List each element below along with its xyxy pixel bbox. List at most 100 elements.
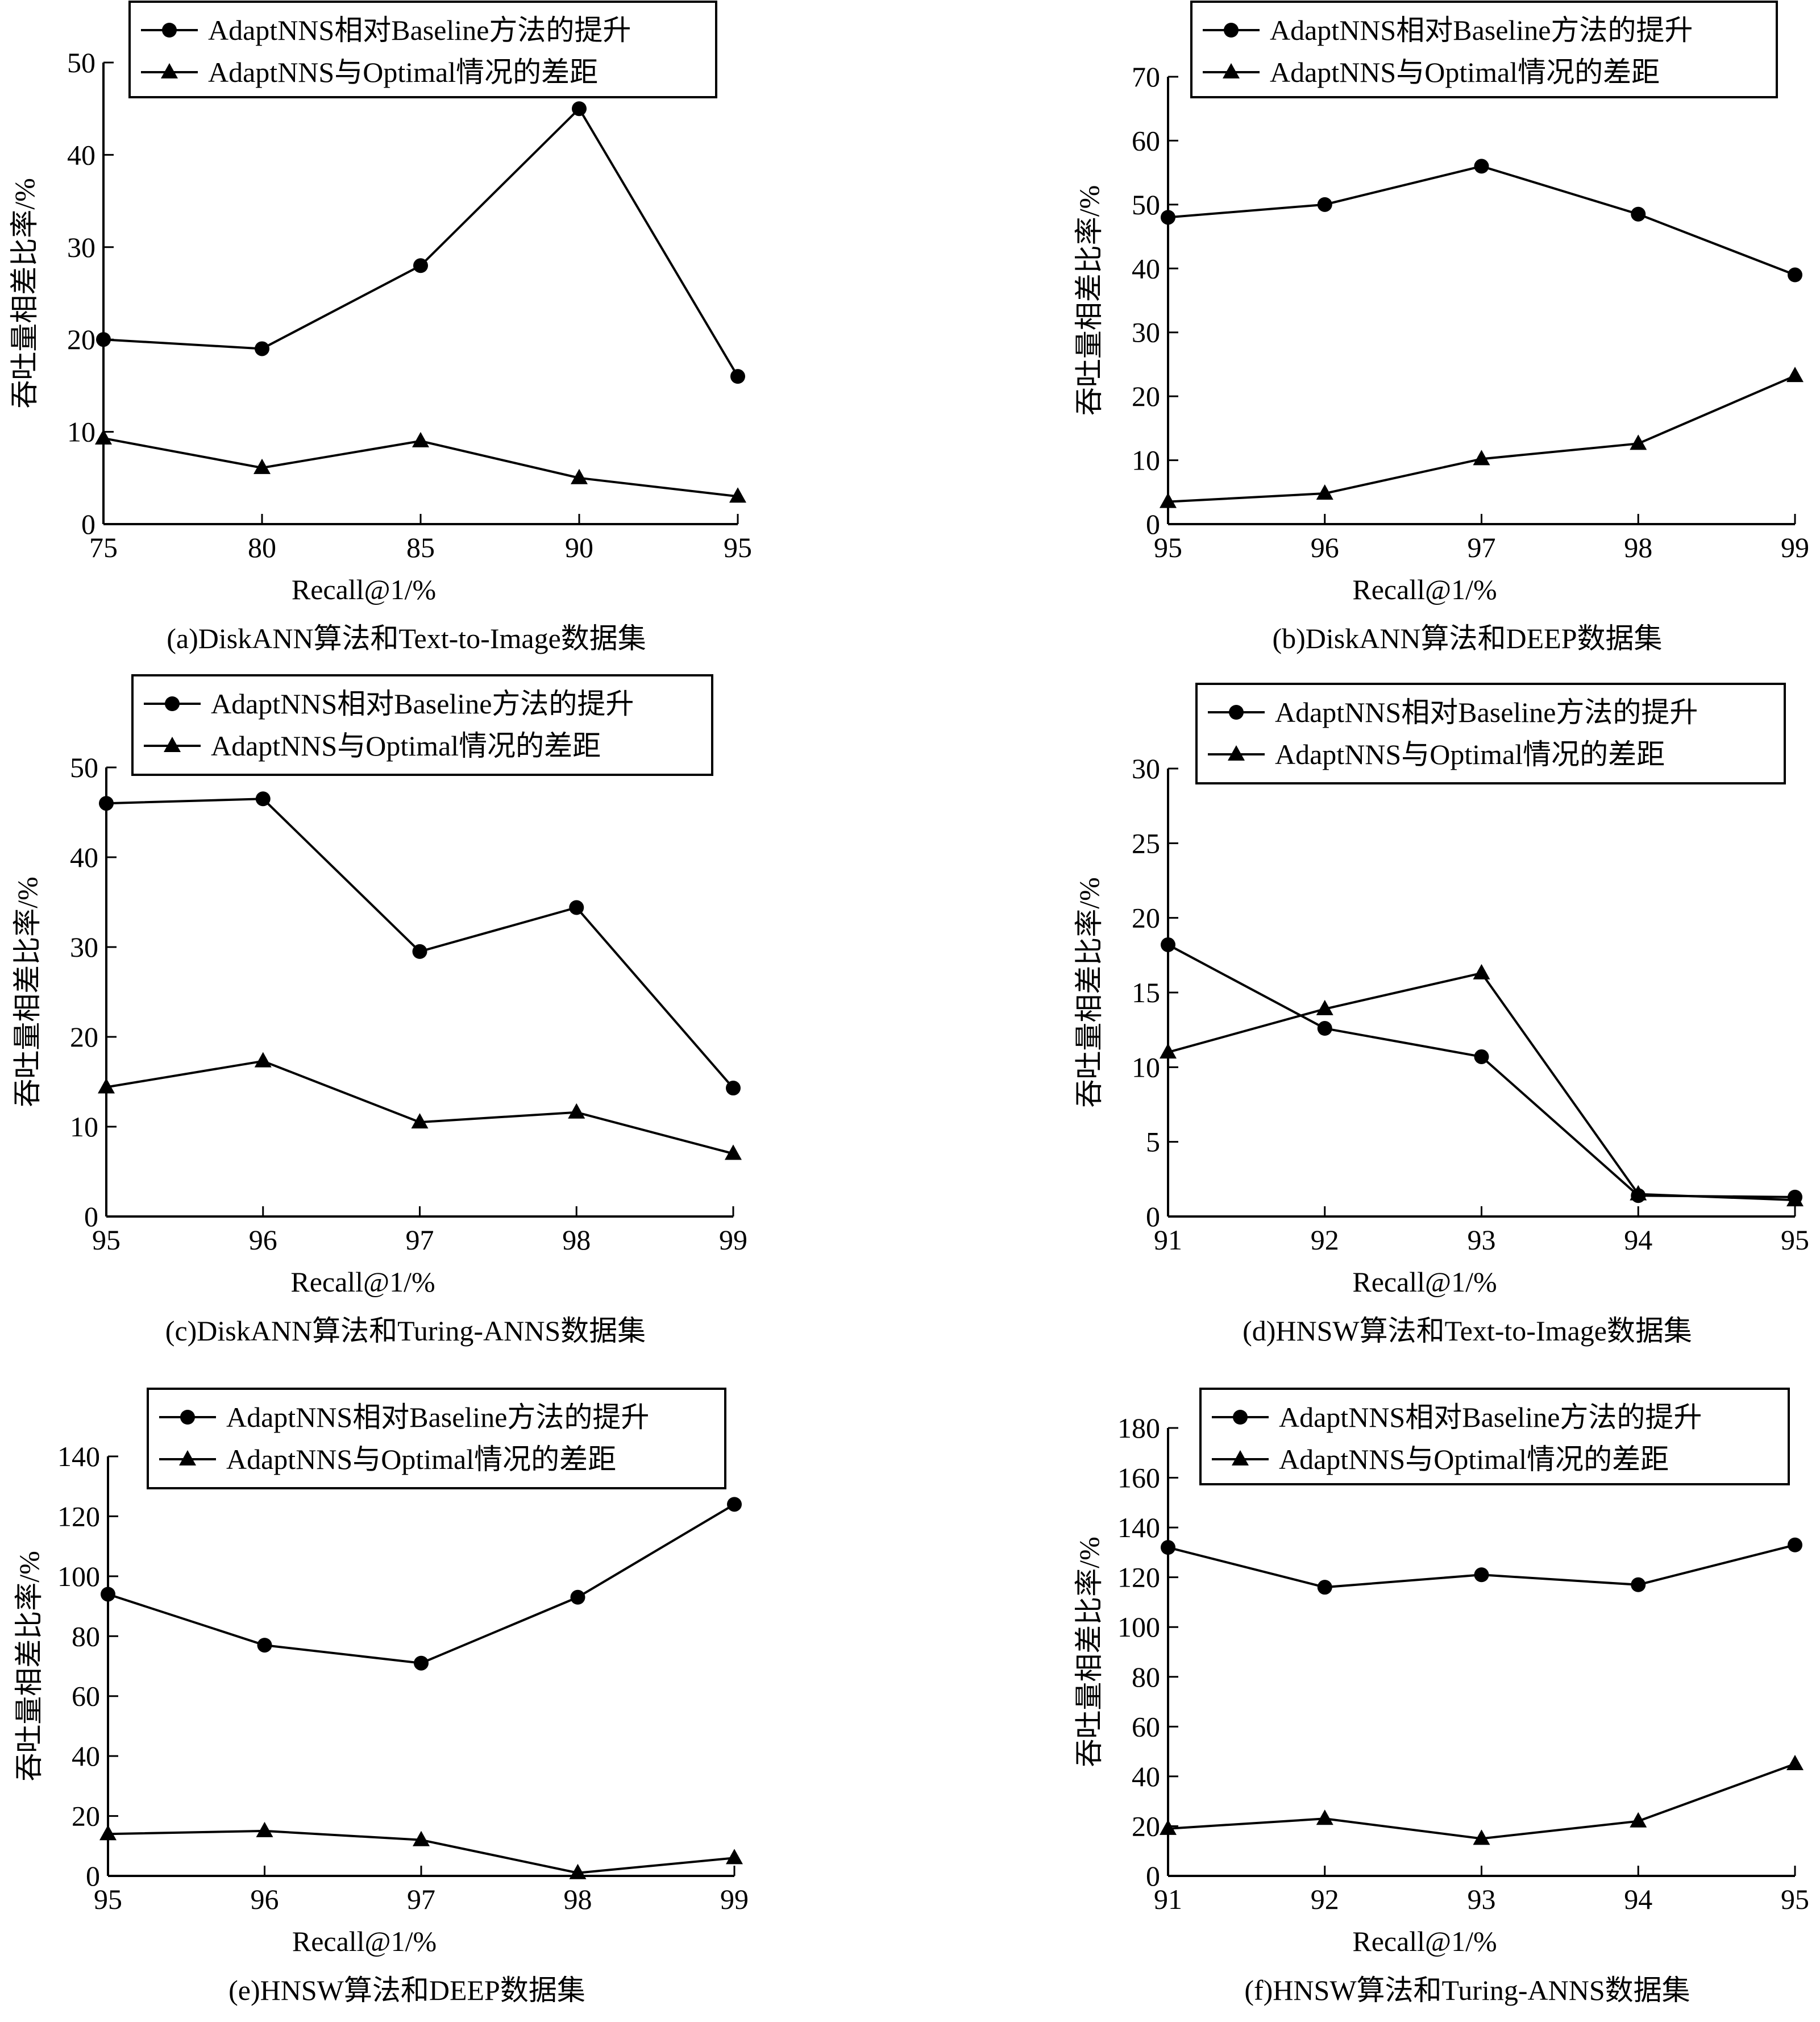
legend-label: AdaptNNS相对Baseline方法的提升 bbox=[1279, 1401, 1702, 1433]
data-point-circle bbox=[727, 1497, 742, 1512]
data-point-circle bbox=[412, 944, 427, 959]
x-tick-label: 91 bbox=[1154, 1224, 1182, 1256]
x-tick-label: 75 bbox=[89, 532, 118, 563]
y-tick-label: 70 bbox=[1132, 61, 1160, 93]
data-point-circle bbox=[570, 1589, 585, 1605]
legend-box bbox=[1199, 1388, 1790, 1485]
data-point-circle bbox=[255, 791, 271, 807]
legend-box bbox=[1195, 683, 1786, 784]
x-tick-label: 92 bbox=[1311, 1883, 1339, 1915]
data-point-triangle bbox=[1160, 492, 1177, 508]
x-tick-label: 91 bbox=[1154, 1883, 1182, 1915]
y-axis-label: 吞吐量相差比率/% bbox=[11, 877, 43, 1107]
legend-circle-icon bbox=[1233, 1410, 1248, 1425]
x-tick-label: 96 bbox=[249, 1224, 277, 1256]
data-point-triangle bbox=[254, 1052, 272, 1068]
series-line-triangle bbox=[1167, 375, 1796, 503]
y-axis-label: 吞吐量相差比率/% bbox=[1073, 1537, 1105, 1767]
data-point-circle bbox=[101, 1587, 115, 1602]
data-point-triangle bbox=[1316, 484, 1333, 500]
data-point-triangle bbox=[726, 1849, 743, 1865]
legend-label: AdaptNNS相对Baseline方法的提升 bbox=[1270, 14, 1693, 46]
y-tick-label: 50 bbox=[67, 47, 95, 78]
data-point-triangle bbox=[1316, 1809, 1333, 1825]
data-point-triangle bbox=[1786, 1191, 1804, 1207]
x-axis-label: Recall@1/% bbox=[292, 1925, 437, 1957]
x-tick-label: 93 bbox=[1468, 1224, 1496, 1256]
data-point-triangle bbox=[569, 1863, 587, 1879]
legend-label: AdaptNNS相对Baseline方法的提升 bbox=[1275, 696, 1698, 728]
x-axis-label: Recall@1/% bbox=[1352, 1925, 1497, 1957]
y-tick-label: 10 bbox=[67, 416, 95, 448]
x-tick-label: 97 bbox=[1468, 532, 1496, 563]
y-tick-label: 20 bbox=[70, 1021, 98, 1053]
data-point-triangle bbox=[254, 458, 271, 474]
y-tick-label: 40 bbox=[1132, 1761, 1160, 1792]
x-tick-label: 80 bbox=[248, 532, 276, 563]
data-point-circle bbox=[99, 796, 114, 811]
data-point-triangle bbox=[1160, 1819, 1177, 1835]
data-point-triangle bbox=[1160, 1043, 1177, 1059]
legend-box bbox=[147, 1388, 726, 1489]
x-axis-label: Recall@1/% bbox=[1352, 574, 1497, 605]
data-point-triangle bbox=[95, 429, 112, 445]
legend-circle-icon bbox=[165, 696, 180, 711]
y-tick-label: 10 bbox=[1132, 445, 1160, 476]
y-tick-label: 5 bbox=[1146, 1126, 1160, 1158]
series-line-circle bbox=[103, 106, 739, 377]
legend-label: AdaptNNS与Optimal情况的差距 bbox=[1279, 1443, 1669, 1475]
data-point-circle bbox=[1474, 1049, 1489, 1064]
legend-label: AdaptNNS与Optimal情况的差距 bbox=[1270, 56, 1660, 88]
data-point-circle bbox=[414, 1655, 429, 1671]
legend-label: AdaptNNS与Optimal情况的差距 bbox=[1275, 738, 1665, 770]
y-tick-label: 120 bbox=[57, 1500, 100, 1532]
legend-label: AdaptNNS与Optimal情况的差距 bbox=[226, 1443, 616, 1475]
legend-circle-icon bbox=[1224, 23, 1239, 38]
legend: AdaptNNS相对Baseline方法的提升 AdaptNNS与Optimal情… bbox=[131, 674, 713, 776]
y-tick-label: 50 bbox=[1132, 189, 1160, 221]
y-tick-label: 0 bbox=[86, 1860, 100, 1892]
y-tick-label: 30 bbox=[1132, 753, 1160, 784]
y-tick-label: 40 bbox=[67, 139, 95, 171]
panel-a: 0 10 20 30 40 50 75 80 85 90 95 Recall@1/% 吞吐量相差比率/%… bbox=[9, 1, 752, 654]
x-tick-label: 94 bbox=[1624, 1883, 1652, 1915]
legend: AdaptNNS相对Baseline方法的提升 AdaptNNS与Optimal情… bbox=[1190, 1, 1778, 98]
data-point-triangle bbox=[725, 1144, 742, 1160]
data-point-triangle bbox=[729, 487, 746, 503]
data-point-circle bbox=[1474, 1567, 1489, 1583]
data-point-circle bbox=[1631, 1577, 1646, 1592]
x-tick-label: 90 bbox=[565, 532, 593, 563]
data-point-triangle bbox=[571, 468, 588, 484]
data-point-circle bbox=[413, 258, 428, 273]
x-tick-label: 92 bbox=[1311, 1224, 1339, 1256]
data-point-circle bbox=[96, 332, 111, 347]
legend-label: AdaptNNS相对Baseline方法的提升 bbox=[226, 1401, 649, 1433]
legend-box bbox=[128, 1, 717, 98]
y-tick-label: 30 bbox=[70, 931, 98, 963]
data-point-circle bbox=[1317, 1021, 1332, 1036]
x-tick-label: 95 bbox=[724, 532, 752, 563]
legend-circle-icon bbox=[1229, 705, 1244, 720]
legend-box bbox=[1190, 1, 1778, 98]
y-tick-label: 100 bbox=[57, 1560, 100, 1592]
x-tick-label: 98 bbox=[1624, 532, 1652, 563]
y-tick-label: 50 bbox=[70, 751, 98, 783]
y-axis-label: 吞吐量相差比率/% bbox=[9, 178, 40, 409]
x-tick-label: 95 bbox=[1781, 1883, 1809, 1915]
panel-f: 0 20 40 60 80 100 120 140 160 180 91 92 93 94 95 Recall… bbox=[1073, 1388, 1809, 2006]
x-tick-label: 95 bbox=[92, 1224, 120, 1256]
y-tick-label: 20 bbox=[67, 323, 95, 355]
y-tick-label: 25 bbox=[1132, 827, 1160, 859]
panel-b: 0 10 20 30 40 50 60 70 95 96 97 98 99 Recall@1/% 吞吐量相差… bbox=[1073, 1, 1809, 654]
data-point-triangle bbox=[1630, 1185, 1647, 1201]
data-point-circle bbox=[572, 101, 587, 117]
legend-label: AdaptNNS相对Baseline方法的提升 bbox=[208, 14, 631, 46]
x-tick-label: 97 bbox=[406, 1224, 434, 1256]
panel-caption: (e)HNSW算法和DEEP数据集 bbox=[228, 1974, 585, 2006]
y-tick-label: 20 bbox=[1132, 902, 1160, 934]
data-point-triangle bbox=[568, 1103, 585, 1119]
series-line-triangle bbox=[1167, 1763, 1796, 1840]
legend-circle-icon bbox=[180, 1410, 195, 1425]
legend-label: AdaptNNS与Optimal情况的差距 bbox=[211, 730, 601, 762]
panel-caption: (a)DiskANN算法和Text-to-Image数据集 bbox=[167, 622, 646, 654]
